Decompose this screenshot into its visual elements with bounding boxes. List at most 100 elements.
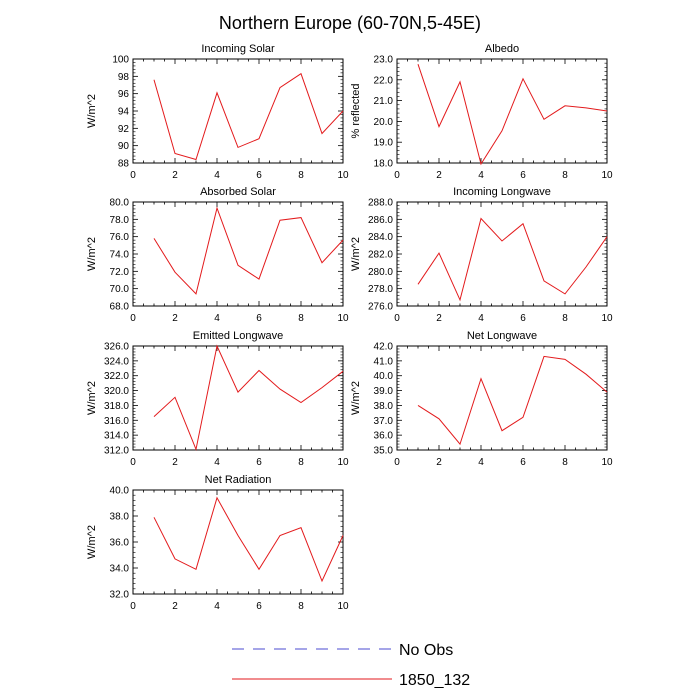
y-tick-label: 286.0: [368, 215, 393, 226]
x-tick-label: 10: [601, 170, 613, 181]
x-tick-label: 4: [478, 313, 484, 324]
x-tick-label: 4: [214, 601, 220, 612]
x-tick-label: 0: [394, 313, 400, 324]
x-tick-label: 0: [130, 601, 136, 612]
plot-frame: [132, 489, 344, 595]
plot-frame: [396, 345, 608, 451]
y-axis-label: W/m^2: [86, 94, 98, 128]
y-tick-label: 322.0: [104, 371, 129, 382]
series-line-1850-132: [153, 344, 344, 452]
y-tick-label: 76.0: [110, 232, 130, 243]
legend-label-1850-132: 1850_132: [399, 672, 470, 689]
y-tick-label: 68.0: [110, 302, 130, 313]
x-tick-label: 2: [172, 170, 178, 181]
x-tick-label: 8: [562, 313, 568, 324]
y-tick-label: 90: [118, 141, 130, 152]
y-tick-label: 36.0: [374, 431, 394, 442]
panel-title: Net Radiation: [205, 474, 272, 486]
plot-frame: [396, 201, 608, 307]
y-tick-label: 314.0: [104, 431, 129, 442]
y-tick-label: 96: [118, 89, 130, 100]
series-line-1850-132: [417, 355, 608, 446]
x-tick-label: 8: [562, 457, 568, 468]
series-line-1850-132: [153, 496, 344, 583]
x-tick-label: 4: [214, 457, 220, 468]
x-tick-label: 4: [478, 457, 484, 468]
y-tick-label: 78.0: [110, 215, 130, 226]
y-tick-label: 100: [112, 55, 129, 66]
x-tick-label: 0: [394, 457, 400, 468]
y-tick-label: 276.0: [368, 302, 393, 313]
y-tick-label: 316.0: [104, 416, 129, 427]
y-tick-label: 41.0: [374, 356, 394, 367]
legend-item-no-obs: No Obs: [232, 642, 453, 659]
x-tick-label: 6: [256, 170, 262, 181]
plot-frame: [396, 58, 608, 164]
y-tick-label: 80.0: [110, 198, 130, 209]
figure-title: Northern Europe (60-70N,5-45E): [219, 13, 481, 33]
y-axis-label: W/m^2: [86, 525, 98, 559]
y-tick-label: 288.0: [368, 198, 393, 209]
y-tick-label: 284.0: [368, 232, 393, 243]
plot-frame: [132, 201, 344, 307]
y-axis-label: W/m^2: [350, 237, 362, 271]
y-tick-label: 32.0: [110, 590, 130, 601]
y-tick-label: 42.0: [374, 342, 394, 353]
x-tick-label: 2: [436, 170, 442, 181]
x-tick-label: 8: [562, 170, 568, 181]
y-tick-label: 40.0: [110, 486, 130, 497]
y-tick-label: 20.0: [374, 117, 394, 128]
y-tick-label: 88: [118, 159, 130, 170]
y-tick-label: 21.0: [374, 96, 394, 107]
x-tick-label: 4: [214, 170, 220, 181]
y-tick-label: 92: [118, 124, 130, 135]
panel-incoming-solar: Incoming Solar W/m^2 0 2 4 6 8 10 88 90 92 94 96 98 10…: [86, 43, 349, 181]
y-tick-label: 326.0: [104, 342, 129, 353]
y-tick-label: 23.0: [374, 55, 394, 66]
y-tick-label: 74.0: [110, 250, 130, 261]
y-tick-label: 278.0: [368, 284, 393, 295]
x-tick-label: 4: [214, 313, 220, 324]
y-tick-label: 282.0: [368, 250, 393, 261]
y-tick-label: 280.0: [368, 267, 393, 278]
y-axis-label: W/m^2: [86, 237, 98, 271]
y-tick-label: 36.0: [110, 538, 130, 549]
panel-albedo: Albedo % reflected 0 2 4 6 8 10 18.0 19.0 20.0 21.0…: [350, 43, 613, 181]
panel-incoming-longwave: Incoming Longwave W/m^2 0 2 4 6 8 10 276.0 278.0 2…: [350, 186, 613, 324]
y-tick-label: 320.0: [104, 386, 129, 397]
x-tick-label: 10: [337, 313, 349, 324]
x-tick-label: 0: [130, 313, 136, 324]
y-tick-label: 94: [118, 107, 130, 118]
x-tick-label: 2: [172, 457, 178, 468]
y-tick-label: 19.0: [374, 138, 394, 149]
y-tick-label: 34.0: [110, 564, 130, 575]
x-tick-label: 4: [478, 170, 484, 181]
panel-title: Incoming Solar: [201, 43, 275, 55]
x-tick-label: 6: [520, 170, 526, 181]
x-tick-label: 6: [256, 313, 262, 324]
x-tick-label: 10: [601, 313, 613, 324]
y-tick-label: 72.0: [110, 267, 130, 278]
panel-title: Incoming Longwave: [453, 186, 551, 198]
panel-title: Net Longwave: [467, 330, 537, 342]
y-tick-label: 98: [118, 72, 130, 83]
y-tick-label: 70.0: [110, 284, 130, 295]
y-tick-label: 312.0: [104, 446, 129, 457]
x-tick-label: 0: [130, 170, 136, 181]
x-tick-label: 8: [298, 601, 304, 612]
legend: No Obs 1850_132: [232, 642, 470, 689]
y-tick-label: 22.0: [374, 75, 394, 86]
x-tick-label: 2: [436, 313, 442, 324]
panel-emitted-longwave: Emitted Longwave W/m^2 0 2 4 6 8 10 312.0 314.0 31…: [86, 330, 349, 468]
y-axis-label: W/m^2: [350, 381, 362, 415]
x-tick-label: 2: [172, 313, 178, 324]
x-tick-label: 8: [298, 170, 304, 181]
x-tick-label: 2: [172, 601, 178, 612]
y-tick-label: 38.0: [374, 401, 394, 412]
x-tick-label: 0: [130, 457, 136, 468]
y-tick-label: 38.0: [110, 512, 130, 523]
y-axis-label: W/m^2: [86, 381, 98, 415]
y-axis-label: % reflected: [350, 83, 362, 138]
legend-item-1850-132: 1850_132: [232, 672, 470, 689]
